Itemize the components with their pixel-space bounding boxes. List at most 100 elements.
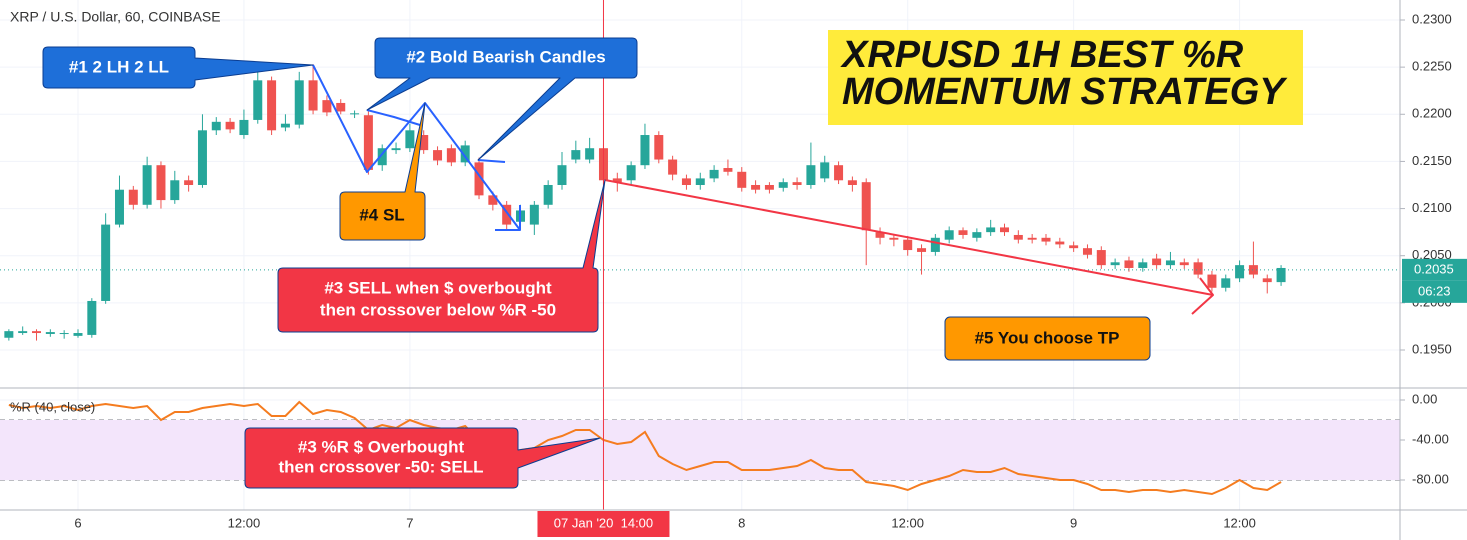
countdown-bg <box>1402 280 1467 303</box>
x-tick-label: 7 <box>406 515 413 530</box>
candle-body <box>502 204 512 225</box>
candle-body <box>405 130 415 149</box>
candle-body <box>87 300 97 335</box>
callout-2 <box>366 37 638 161</box>
y-tick-label: 0.2100 <box>1412 200 1452 215</box>
candle-body <box>889 237 899 240</box>
callout-3b <box>244 427 601 489</box>
annotation: #2 Bold Bearish Candles <box>406 47 605 66</box>
candle-body <box>1276 267 1286 283</box>
y-tick-label: 0.2250 <box>1412 59 1452 74</box>
candle-body <box>861 182 871 231</box>
annotation: #4 SL <box>359 205 404 224</box>
candle-body <box>917 248 927 252</box>
sell-line <box>604 179 1214 296</box>
x-tick-label: 8 <box>738 515 745 530</box>
candle-body <box>834 165 844 181</box>
candle-body <box>764 184 774 190</box>
candle-body <box>1013 234 1023 240</box>
candle-body <box>1193 262 1203 275</box>
candle-body <box>59 333 69 335</box>
candle-body <box>239 119 249 136</box>
candle-body <box>1000 227 1010 233</box>
candle-body <box>806 165 816 185</box>
candle-body <box>737 171 747 188</box>
strategy-title: MOMENTUM STRATEGY <box>842 71 1288 113</box>
candle-body <box>391 148 401 151</box>
strategy-title: XRPUSD 1H BEST %R <box>840 34 1244 76</box>
trend-line <box>366 109 421 126</box>
x-tick-label: 9 <box>1070 515 1077 530</box>
x-tick-label: 12:00 <box>891 515 924 530</box>
candle-body <box>1110 262 1120 266</box>
y-tick-label: 0.2050 <box>1412 247 1452 262</box>
candle-body <box>709 169 719 179</box>
candle-body <box>1096 250 1106 266</box>
candle-body <box>1138 262 1148 268</box>
candle-body <box>612 178 622 183</box>
candle-body <box>350 113 360 115</box>
candle-body <box>211 121 221 131</box>
y-tick-label: -80.00 <box>1412 471 1449 486</box>
candle-body <box>751 184 761 190</box>
candle-body <box>225 121 235 130</box>
candle-body <box>668 159 678 175</box>
y-tick-label: 0.00 <box>1412 391 1437 406</box>
candle-body <box>419 135 429 151</box>
candle-body <box>1235 265 1245 279</box>
candle-body <box>875 232 885 238</box>
candle-body <box>529 204 539 225</box>
candle-body <box>363 115 373 170</box>
candle-body <box>446 148 456 163</box>
candle-body <box>820 162 830 179</box>
y-tick-label: 0.2150 <box>1412 153 1452 168</box>
countdown-label: 06:23 <box>1418 283 1451 298</box>
crosshair-label: 07 Jan '20 14:00 <box>554 515 653 530</box>
y-tick-label: 0.2200 <box>1412 106 1452 121</box>
y-tick-label: 0.2300 <box>1412 11 1452 26</box>
candle-body <box>377 148 387 166</box>
candle-body <box>253 80 263 120</box>
candle-body <box>73 333 83 336</box>
candle-body <box>1152 258 1162 266</box>
candle-body <box>792 182 802 185</box>
candle-body <box>156 165 166 201</box>
candle-body <box>170 180 180 201</box>
candle-body <box>197 130 207 185</box>
candle-body <box>778 182 788 188</box>
indicator-name: %R (40, close) <box>10 399 95 414</box>
sell-arrow <box>1191 277 1214 315</box>
candle-body <box>640 135 650 166</box>
annotations: #1 2 LH 2 LL #2 Bold Bearish Candles #4 … <box>42 30 1303 489</box>
candle-body <box>128 189 138 205</box>
candle-body <box>4 331 14 338</box>
candle-body <box>1165 260 1175 266</box>
chart-title: XRP / U.S. Dollar, 60, COINBASE <box>10 9 221 25</box>
candle-body <box>543 184 553 205</box>
candle-body <box>1082 248 1092 255</box>
last-price-bg <box>1402 258 1467 281</box>
candle-body <box>723 168 733 172</box>
trend-line <box>495 205 521 231</box>
indicator-band <box>0 420 1400 480</box>
annotation: #3 %R $ Overbought <box>298 437 465 456</box>
candle-body <box>1041 237 1051 242</box>
candle-body <box>847 180 857 185</box>
candle-body <box>986 227 996 233</box>
y-tick-label: 0.1950 <box>1412 341 1452 356</box>
indicator-line <box>8 400 1282 496</box>
callout-4 <box>339 102 426 241</box>
candle-body <box>585 148 595 160</box>
crosshair-label-bg <box>537 511 670 537</box>
x-tick-label: 12:00 <box>228 515 261 530</box>
candle-body <box>1248 265 1258 275</box>
candle-body <box>18 331 28 334</box>
candle-body <box>488 195 498 205</box>
callout-3 <box>277 179 606 333</box>
annotation: then crossover -50: SELL <box>278 457 483 476</box>
candle-body <box>280 123 290 128</box>
marks <box>0 0 1400 510</box>
candle-body <box>695 178 705 185</box>
candle-body <box>1124 260 1134 268</box>
